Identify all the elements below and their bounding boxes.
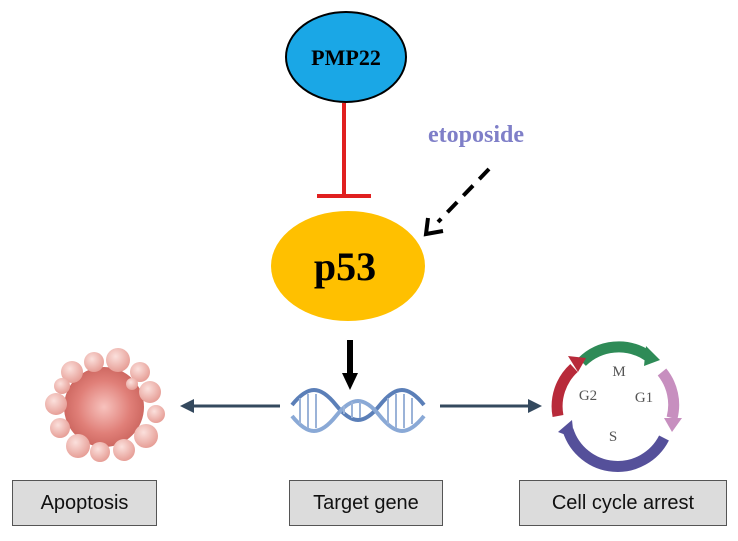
etoposide-arrow-head [423, 217, 444, 237]
phase-g2-arc [551, 363, 578, 418]
pmp22-ellipse [285, 11, 407, 103]
etoposide-arrow-shaft [436, 167, 491, 224]
cellcycle-arrow-head [528, 399, 542, 413]
p53-node: p53 [271, 211, 425, 321]
phase-g2-label: G2 [579, 388, 597, 404]
pmp22-node: PMP22 [285, 11, 407, 103]
p53-label: p53 [314, 244, 376, 289]
apoptotic-cell-icon [45, 348, 165, 462]
dna-strand-b [290, 399, 426, 433]
apoptosis-arrow-head [180, 399, 194, 413]
phase-g1-arc [657, 368, 680, 420]
phase-s-label: S [609, 429, 617, 445]
phase-m-arc [578, 341, 652, 367]
phase-m-label: M [612, 364, 625, 380]
pmp22-label: PMP22 [311, 45, 381, 70]
gene-to-apoptosis-arrow [180, 399, 280, 413]
p53-to-gene-arrow [342, 340, 358, 390]
etoposide-arrow [423, 167, 491, 237]
phase-s-arc [562, 428, 669, 472]
apoptosis-box: Apoptosis [12, 480, 157, 526]
inhibition-edge [317, 103, 371, 198]
p53-gene-arrow-head [342, 373, 358, 390]
p53-ellipse [271, 211, 425, 321]
cell-cycle-arrest-box: Cell cycle arrest [519, 480, 727, 526]
dna-strand-a [290, 388, 426, 422]
dna-helix-icon [290, 388, 426, 433]
cell-cycle-arrest-label: Cell cycle arrest [551, 491, 695, 514]
phase-g1-label: G1 [635, 390, 653, 406]
cell-cycle-icon: M G1 S G2 [551, 341, 682, 472]
etoposide-label: etoposide [428, 122, 524, 148]
target-gene-label: Target gene [313, 491, 419, 514]
target-gene-box: Target gene [289, 480, 443, 526]
apoptosis-label: Apoptosis [40, 491, 129, 514]
gene-to-cellcycle-arrow [440, 399, 542, 413]
